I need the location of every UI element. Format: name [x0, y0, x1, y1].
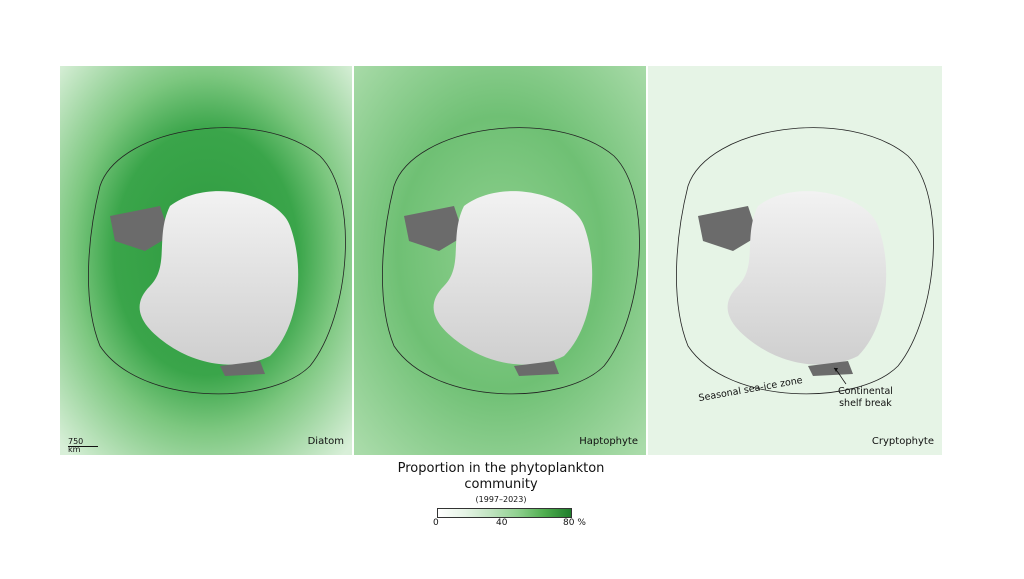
annotation-shelf-break: Continental shelf break: [838, 386, 893, 410]
legend-title-line-1: Proportion in the phytoplankton: [397, 461, 605, 476]
figure: 750 km Diatom Haptophyte: [60, 66, 942, 536]
map-panel-cryptophyte: Seasonal sea-ice zone Continental shelf …: [648, 66, 942, 455]
legend-title: Proportion in the phytoplankton communit…: [60, 461, 942, 493]
scale-bar-label: 750 km: [68, 438, 98, 454]
panel-label-haptophyte: Haptophyte: [579, 436, 638, 447]
legend-years: (1997–2023): [475, 495, 527, 504]
legend: Proportion in the phytoplankton communit…: [60, 455, 942, 536]
legend-tick-80: 80 %: [563, 518, 586, 528]
cryptophyte-map: [648, 66, 942, 455]
legend-title-line-2: community: [464, 477, 538, 492]
scale-bar: 750 km: [68, 438, 98, 454]
map-panel-haptophyte: Haptophyte: [354, 66, 646, 455]
annotation-shelf-line-1: Continental: [838, 386, 893, 397]
diatom-map: [60, 66, 352, 455]
haptophyte-map: [354, 66, 646, 455]
map-panel-diatom: 750 km Diatom: [60, 66, 352, 455]
legend-colorbar: [437, 508, 572, 518]
legend-tick-0: 0: [433, 518, 439, 528]
annotation-shelf-line-2: shelf break: [839, 398, 892, 409]
panel-label-diatom: Diatom: [307, 436, 344, 447]
legend-tick-40: 40: [496, 518, 508, 528]
panel-label-cryptophyte: Cryptophyte: [871, 436, 934, 447]
